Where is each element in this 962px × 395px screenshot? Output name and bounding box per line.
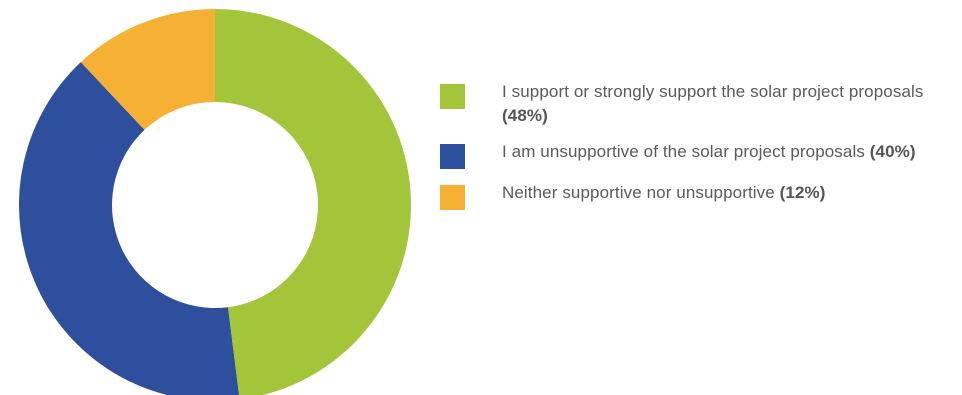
legend-value-neither: (12%) xyxy=(779,183,826,202)
legend-label-unsupportive: I am unsupportive of the solar project p… xyxy=(502,142,865,161)
donut-slice-support xyxy=(215,9,411,395)
legend-value-unsupportive: (40%) xyxy=(869,142,916,161)
legend-item-unsupportive: I am unsupportive of the solar project p… xyxy=(440,140,950,169)
legend-label-support: I support or strongly support the solar … xyxy=(502,82,924,101)
legend-label-neither: Neither supportive nor unsupportive xyxy=(502,183,775,202)
legend-swatch-unsupportive xyxy=(440,144,465,169)
legend-swatch-neither xyxy=(440,185,465,210)
donut-slice-neither xyxy=(80,9,215,130)
legend-item-neither: Neither supportive nor unsupportive (12%… xyxy=(440,181,950,210)
legend-item-support: I support or strongly support the solar … xyxy=(440,80,950,128)
donut-chart xyxy=(19,9,411,395)
chart-legend: I support or strongly support the solar … xyxy=(440,80,950,222)
donut-slice-unsupportive xyxy=(19,62,240,395)
legend-value-support: (48%) xyxy=(502,106,548,125)
legend-swatch-support xyxy=(440,84,465,109)
